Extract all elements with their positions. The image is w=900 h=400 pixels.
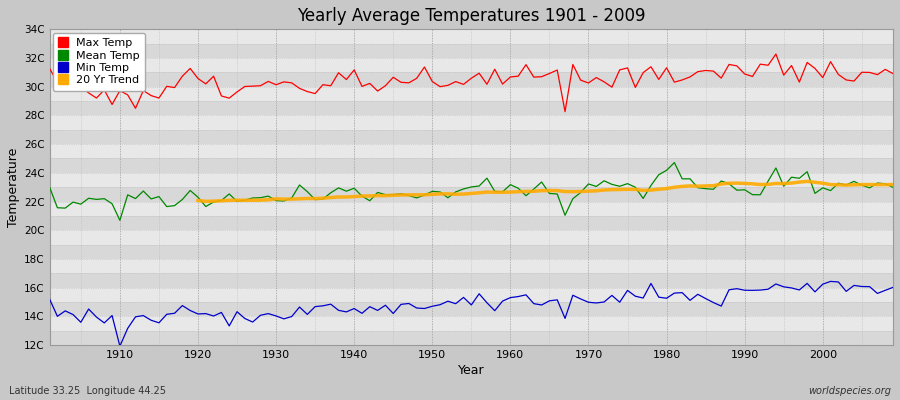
Bar (50, 202, 893, 216)
Text: worldspecies.org: worldspecies.org (808, 386, 891, 396)
Mean Temp (513, 186, 524, 191)
Bar (50, 288, 893, 302)
Bar (50, 158, 893, 173)
Bar (50, 130, 893, 144)
Bar (50, 58, 893, 72)
Bar (50, 115, 893, 130)
20 Yr Trend (193, 198, 203, 203)
20 Yr Trend (411, 192, 422, 197)
Text: Latitude 33.25  Longitude 44.25: Latitude 33.25 Longitude 44.25 (9, 386, 166, 396)
Y-axis label: Temperature: Temperature (7, 148, 20, 227)
Bar (50, 331, 893, 345)
Min Temp (825, 279, 836, 284)
Line: Min Temp: Min Temp (50, 281, 893, 346)
Bar (50, 29, 893, 44)
Mean Temp (887, 185, 898, 190)
Max Temp (505, 74, 516, 79)
Max Temp (497, 82, 508, 86)
Min Temp (505, 295, 516, 300)
Max Temp (770, 52, 781, 56)
Mean Temp (107, 201, 118, 206)
Bar (50, 44, 893, 58)
Bar (50, 187, 893, 202)
Line: Max Temp: Max Temp (50, 54, 893, 112)
Max Temp (44, 66, 55, 71)
Max Temp (887, 71, 898, 76)
20 Yr Trend (294, 196, 305, 201)
Mean Temp (286, 196, 297, 200)
Max Temp (560, 109, 571, 114)
Bar (50, 244, 893, 259)
20 Yr Trend (887, 182, 898, 187)
Max Temp (607, 85, 617, 90)
Bar (50, 72, 893, 87)
Min Temp (887, 285, 898, 290)
20 Yr Trend (794, 180, 805, 184)
Legend: Max Temp, Mean Temp, Min Temp, 20 Yr Trend: Max Temp, Mean Temp, Min Temp, 20 Yr Tre… (53, 33, 146, 91)
Bar (50, 173, 893, 187)
Min Temp (513, 294, 524, 299)
Bar (50, 230, 893, 244)
Min Temp (607, 293, 617, 298)
Min Temp (44, 297, 55, 302)
Bar (50, 259, 893, 273)
Mean Temp (607, 182, 617, 187)
X-axis label: Year: Year (458, 364, 484, 377)
20 Yr Trend (778, 181, 789, 186)
Bar (50, 144, 893, 158)
Min Temp (333, 308, 344, 313)
Line: 20 Yr Trend: 20 Yr Trend (198, 181, 893, 202)
Mean Temp (333, 186, 344, 190)
Max Temp (278, 80, 289, 84)
Max Temp (107, 102, 118, 107)
Bar (50, 87, 893, 101)
Bar (50, 316, 893, 331)
Mean Temp (505, 182, 516, 187)
Min Temp (107, 313, 118, 318)
Bar (50, 101, 893, 115)
Bar (50, 273, 893, 288)
Mean Temp (114, 218, 125, 223)
20 Yr Trend (201, 199, 212, 204)
20 Yr Trend (685, 184, 696, 188)
20 Yr Trend (872, 182, 883, 187)
Mean Temp (44, 185, 55, 190)
Line: Mean Temp: Mean Temp (50, 162, 893, 220)
Bar (50, 216, 893, 230)
Max Temp (326, 83, 337, 88)
Title: Yearly Average Temperatures 1901 - 2009: Yearly Average Temperatures 1901 - 2009 (297, 7, 645, 25)
Min Temp (114, 344, 125, 348)
20 Yr Trend (802, 179, 813, 184)
Bar (50, 302, 893, 316)
Min Temp (286, 314, 297, 319)
Mean Temp (669, 160, 680, 165)
